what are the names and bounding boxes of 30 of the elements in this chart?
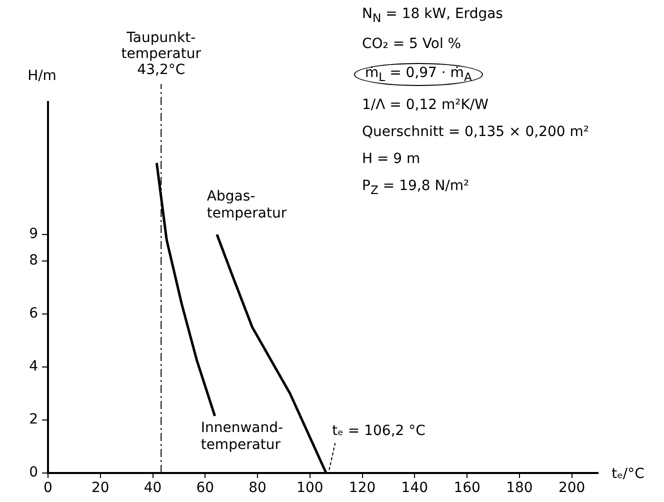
annotation: 1/Λ = 0,12 m²K/W bbox=[362, 96, 490, 113]
annotation: H = 9 m bbox=[362, 150, 422, 167]
x-tick-label: 20 bbox=[91, 480, 110, 496]
x-tick-label: 40 bbox=[144, 480, 162, 496]
text: CO₂ = 5 Vol % bbox=[362, 36, 462, 52]
x-tick-label: 140 bbox=[401, 480, 428, 496]
y-tick-label: 8 bbox=[29, 252, 38, 269]
series-label: Abgas- temperatur bbox=[206, 188, 287, 222]
y-tick-label: 2 bbox=[29, 412, 38, 428]
ref-line-label: Taupunkt- temperatur 43,2°C bbox=[121, 30, 202, 78]
y-axis-title: H/m bbox=[28, 68, 56, 84]
x-tick-label: 120 bbox=[348, 480, 376, 496]
series-label: Innenwand- temperatur bbox=[200, 420, 284, 454]
x-tick-label: 60 bbox=[196, 480, 214, 496]
y-tick-label: 6 bbox=[29, 306, 38, 322]
text: N$_{N}$ = 18 kW, Erdgas bbox=[362, 6, 504, 25]
y-tick-label: 9 bbox=[29, 226, 38, 242]
x-tick-label: 200 bbox=[558, 480, 586, 496]
ellipse-outline: ṁ$_{L}$ = 0,97 · ṁ$_{A}$ bbox=[354, 62, 483, 86]
y-tick-label: 0 bbox=[29, 464, 38, 481]
x-tick-label: 0 bbox=[44, 480, 52, 496]
x-tick-label: 80 bbox=[248, 480, 266, 496]
y-tick-label: 4 bbox=[29, 358, 38, 375]
x-tick-label: 100 bbox=[296, 480, 324, 496]
annotation: Querschnitt = 0,135 × 0,200 m² bbox=[362, 124, 589, 140]
annotation: tₑ = 106,2 °C bbox=[332, 423, 426, 439]
x-tick-label: 180 bbox=[506, 480, 533, 496]
x-axis-title: tₑ/°C bbox=[612, 466, 645, 482]
annotation: P$_{Z}$ = 19,8 N/m² bbox=[362, 178, 470, 196]
x-tick-label: 160 bbox=[454, 480, 480, 496]
